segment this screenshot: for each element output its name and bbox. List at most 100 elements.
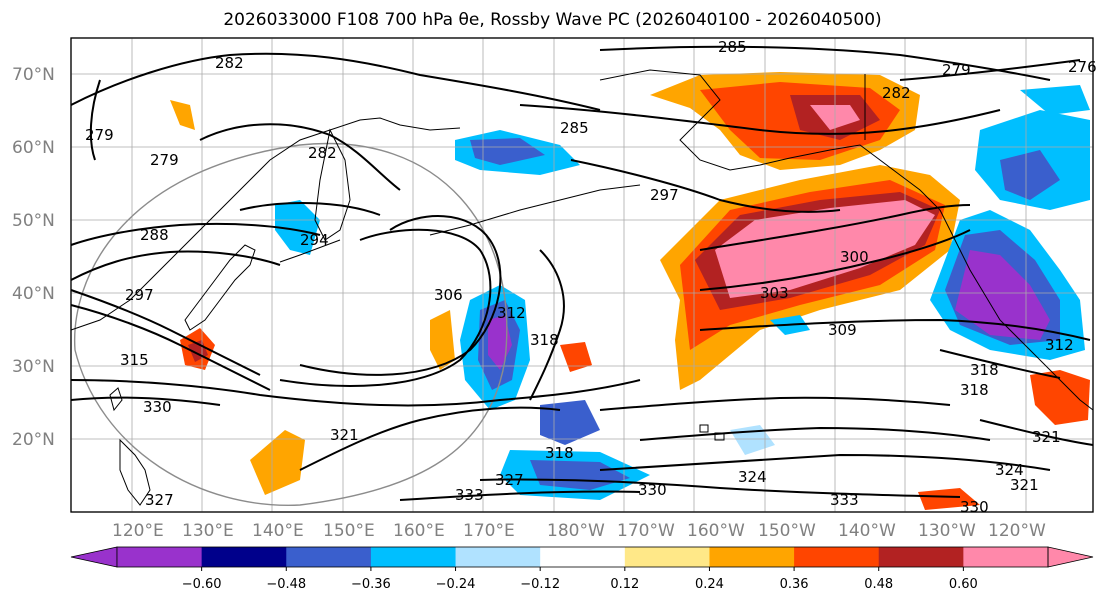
colorbar-tick-label: −0.60	[182, 577, 222, 592]
coast-west-america	[949, 229, 1094, 411]
contour-label: 309	[828, 321, 857, 339]
contour-label: 327	[495, 471, 524, 489]
anomaly-positive-small-4	[250, 430, 305, 495]
lat-label: 70°N	[12, 65, 55, 85]
coastlines	[70, 69, 1094, 506]
contour-324	[599, 453, 1051, 471]
colorbar-segment	[540, 547, 626, 567]
colorbar-ticks: −0.60 −0.48 −0.36 −0.24 −0.12 0.12 0.24 0.36 0.4…	[182, 567, 978, 592]
contour-label: 321	[1032, 428, 1061, 446]
colorbar-segment	[794, 547, 880, 567]
lon-label: 120°W	[988, 521, 1046, 541]
anomaly-positive-small-5	[918, 488, 980, 510]
anomaly-positive-pacific-max	[715, 200, 935, 298]
contour-285-b	[519, 104, 1001, 135]
contour-label: 282	[882, 84, 911, 102]
contour-label: 306	[434, 286, 463, 304]
longitude-labels: 120°E 130°E 140°E 150°E 160°E 170°E 180°…	[112, 521, 1046, 541]
contour-subtropical-2	[639, 426, 991, 441]
coast-hawaii-1	[699, 424, 709, 433]
coast-aleutians	[429, 184, 641, 236]
contour-291	[70, 250, 281, 281]
contour-318	[529, 249, 565, 401]
lat-label: 40°N	[12, 284, 55, 304]
great-circle	[73, 142, 508, 506]
contour-327	[70, 396, 221, 406]
contour-labels: 285 282 279 279 276 282 285 279 282 297 …	[85, 38, 1097, 516]
colorbar	[70, 546, 1094, 568]
contour-282-north	[70, 52, 601, 111]
colorbar-segment	[709, 547, 795, 567]
contour-label: 279	[942, 61, 971, 79]
colorbar-segment	[624, 547, 710, 567]
contour-kuroshio-1	[70, 289, 261, 376]
colorbar-segment	[878, 547, 964, 567]
lon-label: 170°W	[617, 521, 675, 541]
coast-japan	[184, 244, 256, 331]
coast-taiwan	[109, 387, 123, 412]
colorbar-tick-label: 0.12	[610, 577, 639, 592]
lon-label: 180°W	[547, 521, 605, 541]
coast-east-asia	[70, 117, 461, 331]
anomaly-negative-canada-core	[1000, 150, 1060, 200]
colorbar-segment	[286, 547, 372, 567]
contour-label: 318	[545, 444, 574, 462]
lon-label: 170°E	[463, 521, 515, 541]
lon-label: 140°E	[252, 521, 304, 541]
colorbar-tick-label: 0.48	[864, 577, 893, 592]
contour-label: 285	[718, 38, 747, 56]
colorbar-extend-low	[70, 546, 118, 568]
contour-label: 282	[215, 54, 244, 72]
anomaly-negative-small-3	[530, 460, 630, 490]
contour-297	[570, 159, 841, 213]
contour-label: 288	[140, 226, 169, 244]
colorbar-tick-label: 0.36	[780, 577, 809, 592]
contour-label: 297	[650, 186, 679, 204]
contour-label: 318	[960, 381, 989, 399]
colorbar-tick-label: −0.24	[436, 577, 476, 592]
contour-label: 318	[530, 331, 559, 349]
coast-philippines	[119, 438, 151, 506]
colorbar-tick-label: −0.48	[266, 577, 306, 592]
lon-label: 160°E	[393, 521, 445, 541]
contour-label: 279	[150, 151, 179, 169]
contour-333	[399, 490, 641, 501]
contour-312	[279, 228, 492, 387]
colorbar-segment	[117, 547, 203, 567]
coast-alaska	[599, 69, 951, 231]
colorbar-extend-high	[1047, 546, 1094, 568]
contour-label: 312	[497, 304, 526, 322]
map-title: 2026033000 F108 700 hPa θe, Rossby Wave …	[223, 10, 882, 30]
latitude-labels: 70°N 60°N 50°N 40°N 30°N 20°N	[12, 65, 55, 450]
colorbar-segment	[201, 547, 287, 567]
colorbar-tick-label: 0.60	[949, 577, 978, 592]
colorbar-tick-label: −0.36	[351, 577, 391, 592]
colorbar-segment	[370, 547, 457, 567]
colorbar-segment	[455, 547, 541, 567]
contour-label: 300	[840, 248, 869, 266]
anomaly-positive-small-3	[1030, 370, 1090, 425]
lon-label: 120°E	[112, 521, 164, 541]
contour-306	[299, 215, 502, 376]
contour-label: 330	[143, 398, 172, 416]
contour-jet-west	[239, 202, 381, 216]
contour-label: 276	[1068, 58, 1097, 76]
lon-label: 160°W	[687, 521, 745, 541]
colorbar-segment	[963, 547, 1049, 567]
contour-label: 330	[960, 498, 989, 516]
contour-label: 318	[970, 361, 999, 379]
contour-label: 303	[760, 284, 789, 302]
contour-279-west	[89, 79, 101, 161]
contour-label: 327	[145, 491, 174, 509]
contour-label: 330	[638, 481, 667, 499]
anomaly-positive-small-6	[170, 100, 195, 130]
contour-309	[699, 318, 1091, 341]
contour-282-siberia	[199, 123, 401, 191]
coast-kuril-chain	[279, 239, 341, 263]
lat-label: 60°N	[12, 138, 55, 158]
contour-subtropical-1	[599, 396, 951, 411]
colorbar-frame	[116, 546, 1049, 568]
contour-label: 333	[455, 486, 484, 504]
contour-300	[699, 204, 971, 251]
lat-label: 20°N	[12, 430, 55, 450]
